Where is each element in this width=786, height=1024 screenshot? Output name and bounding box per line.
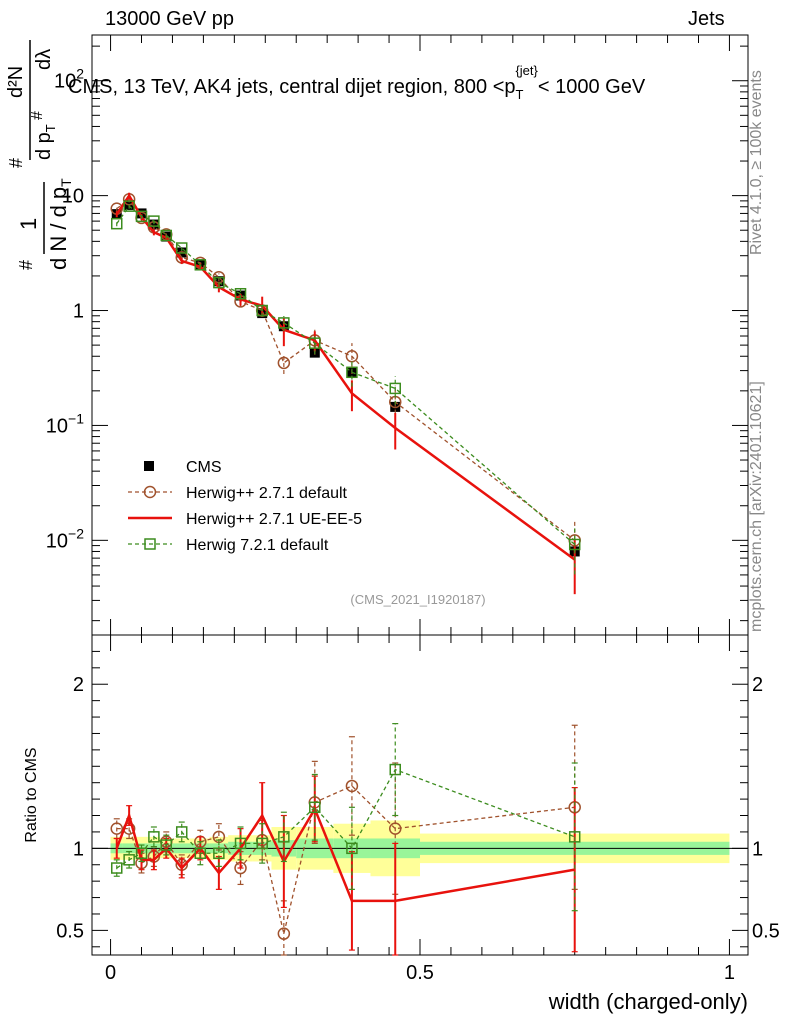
data-point [160, 839, 173, 851]
y-tick-label: 10−1 [46, 410, 84, 437]
y-label-d2n: d²N [5, 66, 27, 98]
data-point [123, 854, 135, 866]
analysis-id-label: (CMS_2021_I1920187) [350, 592, 485, 607]
data-point [388, 822, 402, 835]
data-point [111, 217, 123, 230]
data-point [568, 831, 581, 843]
data-point [175, 826, 188, 838]
ratio-y-tick-label-right: 1 [752, 838, 763, 860]
data-point [175, 242, 188, 254]
ratio-y-tick-label: 1 [73, 838, 84, 860]
data-point [234, 287, 247, 300]
data-point [143, 485, 157, 499]
data-point [148, 219, 159, 230]
data-point [278, 317, 290, 329]
data-point [144, 538, 156, 550]
data-point [309, 337, 321, 349]
x-axis-label: width (charged-only) [548, 989, 748, 1014]
legend-marker [144, 461, 154, 471]
data-point [277, 356, 291, 370]
legend-label: CMS [186, 459, 222, 476]
ratio-y-axis-label: Ratio to CMS [23, 747, 40, 842]
ratio-y-tick-label-right: 0.5 [752, 920, 780, 942]
data-point [389, 382, 401, 395]
y-axis-label: #1 d N / d pT # d²N d pT # dλ [5, 40, 74, 270]
data-point [213, 276, 225, 289]
data-point [136, 208, 147, 219]
chart-title: CMS, 13 TeV, AK4 jets, central dijet reg… [68, 63, 646, 102]
x-tick-label: 0.5 [406, 962, 434, 984]
data-point [256, 304, 268, 317]
data-point [111, 862, 123, 874]
x-tick-label: 0 [105, 962, 116, 984]
y-tick-label: 10−2 [46, 525, 84, 552]
data-point [346, 366, 358, 379]
data-point [110, 822, 124, 835]
header-jets-label: Jets [688, 8, 725, 30]
data-point [194, 847, 207, 860]
data-point [234, 837, 247, 850]
series-herwig-7-2-1-default [111, 200, 581, 912]
data-point [568, 538, 581, 551]
legend-entry: Herwig++ 2.7.1 default [128, 485, 348, 502]
y-label-hash-2: # [6, 158, 26, 168]
data-point [135, 847, 148, 860]
data-point [345, 779, 359, 793]
y-tick-label: 10 [62, 186, 84, 208]
ratio-y-tick-label: 0.5 [56, 920, 84, 942]
data-point [309, 801, 321, 814]
ratio-plot-frame [91, 634, 749, 956]
legend-entry: CMS [144, 459, 222, 476]
data-point [160, 229, 173, 242]
data-point [148, 831, 160, 843]
y-tick-label: 1 [73, 301, 84, 323]
data-point [346, 842, 358, 855]
y-tick-label: 102 [54, 66, 84, 93]
data-point [389, 763, 401, 776]
data-point [123, 200, 135, 212]
y-label-hash-3: # [29, 111, 46, 120]
data-point [135, 210, 148, 223]
data-point [278, 831, 290, 843]
legend-label: Herwig++ 2.7.1 UE-EE-5 [186, 511, 362, 528]
ratio-y-tick-label: 2 [73, 674, 84, 696]
data-point [256, 837, 268, 850]
ratio-y-tick-label-right: 2 [752, 674, 763, 696]
data-point [194, 259, 207, 271]
y-label-dlambda: dλ [33, 49, 55, 70]
y-label-hash: # [16, 260, 36, 270]
y-label-dn-dpt: d N / d pT [46, 178, 74, 270]
x-tick-label: 1 [724, 962, 735, 984]
series-line [116, 205, 576, 545]
y-label-dpt: d pT [33, 124, 58, 160]
data-point [277, 927, 291, 940]
data-point [148, 215, 160, 227]
y-label-one: 1 [16, 218, 41, 230]
legend-label: Herwig++ 2.7.1 default [186, 485, 348, 502]
legend-entry: Herwig++ 2.7.1 UE-EE-5 [128, 511, 362, 528]
header-energy-label: 13000 GeV pp [105, 8, 234, 30]
data-point [213, 847, 225, 860]
legend-label: Herwig 7.2.1 default [186, 537, 329, 554]
legend-entry: Herwig 7.2.1 default [128, 537, 329, 554]
